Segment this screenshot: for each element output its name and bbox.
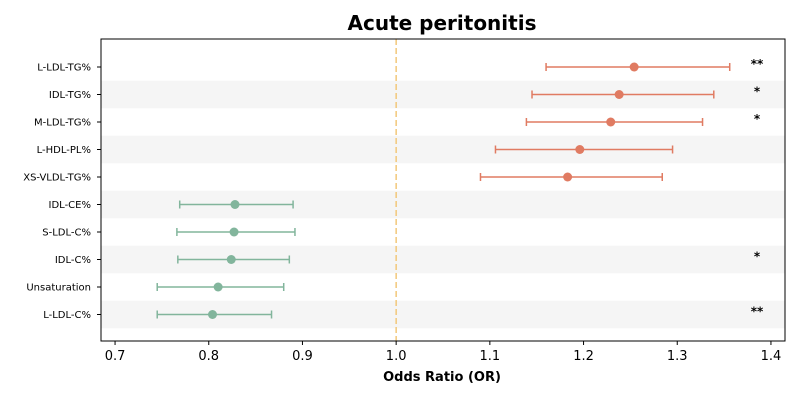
x-axis-label: Odds Ratio (OR) xyxy=(383,370,501,385)
or-point xyxy=(606,117,616,127)
or-point xyxy=(213,282,223,292)
y-axis: L-LDL-TG% IDL-TG% M-LDL-TG% L-HDL-PL% XS-VLD… xyxy=(23,63,101,321)
row-band xyxy=(101,135,785,164)
chart-title: Acute peritonitis xyxy=(348,11,537,35)
y-tick-label: L-LDL-C% xyxy=(43,310,91,321)
x-tick-label: 1.3 xyxy=(667,349,688,364)
or-point xyxy=(629,62,639,72)
x-tick-label: 1.2 xyxy=(573,349,594,364)
row-s-ldl-c- xyxy=(176,227,296,237)
row-m-ldl-tg-: * xyxy=(525,112,761,127)
row-unsaturation xyxy=(156,282,285,292)
y-tick-label: IDL-C% xyxy=(55,255,91,266)
y-tick-label: L-HDL-PL% xyxy=(37,145,91,156)
y-tick-label: L-LDL-TG% xyxy=(37,63,91,74)
or-point xyxy=(230,200,240,209)
plot-frame xyxy=(100,38,786,342)
y-tick-label: Unsaturation xyxy=(26,283,91,294)
x-tick-label: 0.8 xyxy=(198,349,219,364)
or-point xyxy=(575,145,585,154)
row-l-hdl-pl- xyxy=(494,145,674,154)
or-point xyxy=(226,255,236,264)
or-point xyxy=(208,310,218,319)
x-tick-label: 1.0 xyxy=(386,349,407,364)
significance-marker: ** xyxy=(751,57,764,71)
or-point xyxy=(563,172,573,182)
row-l-ldl-c-: ** xyxy=(156,305,764,319)
data-rows: ******* xyxy=(156,57,764,319)
or-point xyxy=(614,90,624,99)
y-tick-label: XS-VLDL-TG% xyxy=(23,173,91,184)
row-l-ldl-tg-: ** xyxy=(545,57,764,72)
row-idl-tg-: * xyxy=(531,85,761,99)
x-axis: 0.7 0.8 0.9 1.0 1.1 1.2 1.3 1.4 xyxy=(105,341,782,364)
x-tick-label: 0.9 xyxy=(292,349,313,364)
row-idl-c-: * xyxy=(177,250,761,264)
y-tick-label: S-LDL-C% xyxy=(42,228,91,239)
y-tick-label: IDL-TG% xyxy=(49,90,91,101)
significance-marker: ** xyxy=(751,305,764,319)
y-tick-label: IDL-CE% xyxy=(49,200,91,211)
row-idl-ce- xyxy=(178,200,294,209)
x-tick-label: 0.7 xyxy=(105,349,126,364)
significance-marker: * xyxy=(754,250,761,264)
y-tick-label: M-LDL-TG% xyxy=(34,118,91,129)
significance-marker: * xyxy=(754,112,761,126)
or-point xyxy=(229,227,239,237)
x-tick-label: 1.1 xyxy=(480,349,501,364)
x-tick-label: 1.4 xyxy=(761,349,782,364)
significance-marker: * xyxy=(754,85,761,99)
row-xs-vldl-tg- xyxy=(479,172,664,182)
